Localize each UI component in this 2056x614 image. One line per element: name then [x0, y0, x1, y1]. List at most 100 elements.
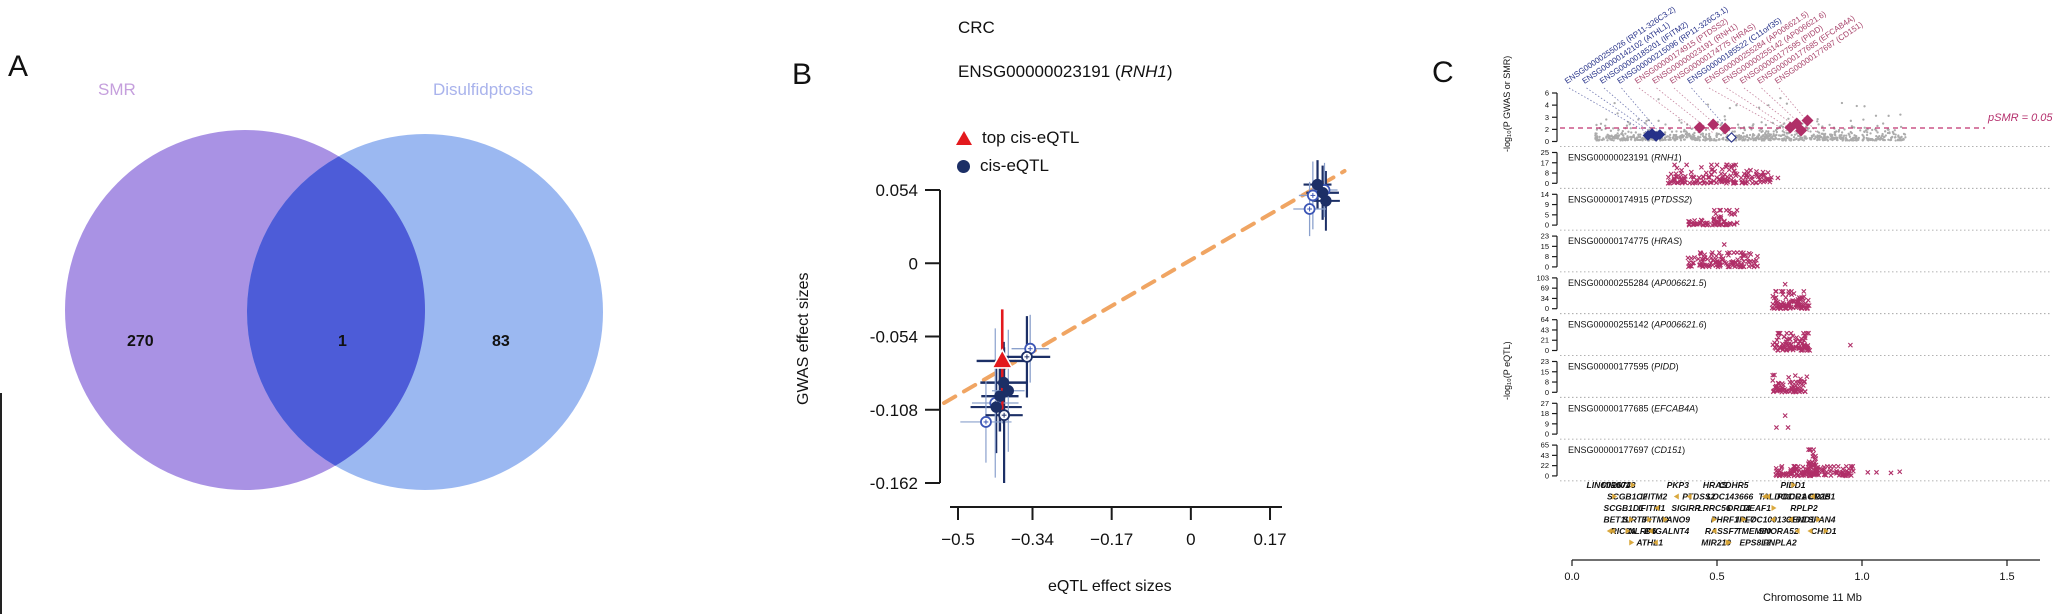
- eqtl-y-tick: 65: [1541, 441, 1549, 450]
- b-x-tick-label: −0.34: [1011, 530, 1054, 549]
- gene-strand-arrow-icon: [1647, 528, 1653, 534]
- triangle-marker-icon: [956, 131, 972, 145]
- gene-map-label: CD151: [1809, 492, 1836, 502]
- gene-strand-arrow-icon: [1673, 493, 1679, 500]
- gene-map-label: LOC143666: [1707, 492, 1754, 502]
- venn-left-set-label: SMR: [98, 80, 136, 99]
- psmr-threshold-label: pSMR = 0.05: [1988, 112, 2053, 124]
- gene-map-label: IFITM1: [1638, 503, 1665, 513]
- eqtl-y-tick: 9: [1545, 200, 1549, 209]
- gene-strand-arrow-icon: [1770, 516, 1776, 523]
- gene-map-label: MIR6743: [1601, 480, 1636, 490]
- eqtl-track-label: ENSG00000177685 (EFCAB4A): [1568, 403, 1698, 413]
- eqtl-y-tick: 9: [1545, 419, 1549, 428]
- panel-b-x-axis-label: eQTL effect sizes: [1048, 578, 1172, 595]
- gwas-y-tick: 3: [1545, 113, 1549, 122]
- gene-strand-arrow-icon: [1647, 516, 1653, 523]
- gene-map-label: SNORA52: [1758, 526, 1798, 536]
- gene-map-label: LRRC56: [1698, 503, 1731, 513]
- eqtl-y-tick: 0: [1545, 471, 1549, 480]
- gene-map-label: PHRF1: [1711, 515, 1739, 525]
- venn-right-set-label: Disulfidptosis: [433, 80, 534, 99]
- gene-strand-arrow-icon: [1711, 528, 1717, 534]
- eqtl-track-label: ENSG00000023191 (RNH1): [1568, 153, 1682, 163]
- legend-top-cis-eqtl-label: top cis-eQTL: [982, 128, 1080, 147]
- gene-strand-arrow-icon: [1741, 516, 1747, 523]
- panel-b-subtitle: ENSG00000023191 (RNH1): [958, 62, 1173, 81]
- gene-map: LINC01001MIR6743PKP3HRASCDHR5PIDD1SCGB1C…: [1587, 480, 1837, 548]
- smr-diamond: [1795, 124, 1808, 137]
- eqtl-track-label: ENSG00000255142 (AP006621.6): [1568, 320, 1707, 330]
- panel-c-x-axis-label: Chromosome 11 Mb: [1763, 592, 1862, 604]
- gene-strand-arrow-icon: [1764, 493, 1770, 500]
- gene-map-label: CDHR5: [1719, 480, 1749, 490]
- gene-strand-arrow-icon: [1654, 505, 1660, 511]
- legend-cis-eqtl-label: cis-eQTL: [980, 156, 1049, 175]
- gene-map-label: B4GALNT4: [1644, 526, 1689, 536]
- b-x-tick-label: 0.17: [1253, 530, 1286, 549]
- b-y-tick-label: 0: [909, 254, 918, 273]
- gene-map-label: RPLP2: [1790, 503, 1818, 513]
- eqtl-track-label: ENSG00000177595 (PIDD): [1568, 362, 1679, 372]
- panel-c-eqtl-y-axis-label: -log₁₀(P eQTL): [1502, 341, 1512, 400]
- eqtl-y-tick: 27: [1541, 399, 1549, 408]
- eqtl-y-tick: 18: [1541, 409, 1549, 418]
- smr-diamond: [1654, 129, 1666, 140]
- smr-diamond: [1801, 114, 1814, 127]
- gene-strand-arrow-icon: [1807, 528, 1813, 534]
- gene-map-label: RASSF7: [1705, 526, 1740, 536]
- eqtl-y-tick: 14: [1541, 190, 1549, 199]
- panel-b-gene: RNH1: [1120, 62, 1167, 81]
- gwas-y-tick: 2: [1545, 125, 1549, 134]
- legend-cis-eqtl: cis-eQTL: [957, 156, 1049, 176]
- eqtl-y-tick: 0: [1545, 221, 1549, 230]
- gene-strand-arrow-icon: [1726, 539, 1732, 546]
- eqtl-y-tick: 34: [1541, 294, 1549, 303]
- b-x-tick-label: 0: [1186, 530, 1195, 549]
- gene-map-label: SCGB1C2: [1607, 492, 1647, 502]
- gene-map-label: IRF7: [1737, 515, 1757, 525]
- smr-diamond: [1707, 118, 1720, 131]
- gene-map-label: RIC8A: [1611, 526, 1637, 536]
- b-x-tick-label: −0.5: [941, 530, 975, 549]
- gene-strand-arrow-icon: [1630, 482, 1636, 488]
- eqtl-y-tick: 64: [1541, 315, 1549, 324]
- gene-strand-arrow-icon: [1606, 528, 1612, 534]
- smr-diamond: [1719, 122, 1732, 135]
- gene-map-label: DEAF1: [1743, 503, 1771, 513]
- gene-map-label: TMEM80: [1737, 526, 1772, 536]
- gene-map-label: CRACR2B: [1789, 492, 1831, 502]
- smr-diamond: [1693, 121, 1706, 134]
- eqtl-y-tick: 0: [1545, 430, 1549, 439]
- eqtl-y-tick: 17: [1541, 158, 1549, 167]
- eqtl-y-tick: 8: [1545, 378, 1549, 387]
- c-x-tick-label: 0.5: [1709, 571, 1724, 583]
- legend-top-cis-eqtl: top cis-eQTL: [956, 128, 1079, 148]
- cis-eqtl-point: [1002, 385, 1014, 397]
- eqtl-y-tick: 0: [1545, 304, 1549, 313]
- gene-map-label: PTDSS2: [1682, 492, 1715, 502]
- eqtl-y-tick: 8: [1545, 169, 1549, 178]
- eqtl-y-tick: 8: [1545, 252, 1549, 261]
- eqtl-y-tick: 0: [1545, 262, 1549, 271]
- gene-map-label: SIRT3: [1623, 515, 1647, 525]
- eqtl-y-tick: 103: [1536, 273, 1549, 282]
- eqtl-track-label: ENSG00000174775 (HRAS): [1568, 236, 1682, 246]
- gene-map-label: TALDO1: [1758, 492, 1792, 502]
- panel-c-gwas-y-axis-label: -log₁₀(P GWAS or SMR): [1502, 55, 1512, 152]
- eqtl-y-tick: 23: [1541, 232, 1549, 241]
- gene-strand-arrow-icon: [1686, 493, 1692, 500]
- b-y-tick-label: -0.108: [870, 401, 918, 420]
- gene-strand-arrow-icon: [1609, 528, 1615, 534]
- eqtl-y-tick: 22: [1541, 461, 1549, 470]
- b-y-tick-label: -0.054: [870, 328, 918, 347]
- smr-diamond: [1790, 117, 1803, 130]
- b-x-tick-label: −0.17: [1090, 530, 1133, 549]
- eqtl-y-tick: 5: [1545, 210, 1549, 219]
- gene-strand-arrow-icon: [1794, 528, 1800, 534]
- cis-eqtl-point: [990, 401, 1002, 413]
- venn-left-count: 270: [127, 333, 154, 350]
- gwas-y-tick: 6: [1545, 89, 1549, 98]
